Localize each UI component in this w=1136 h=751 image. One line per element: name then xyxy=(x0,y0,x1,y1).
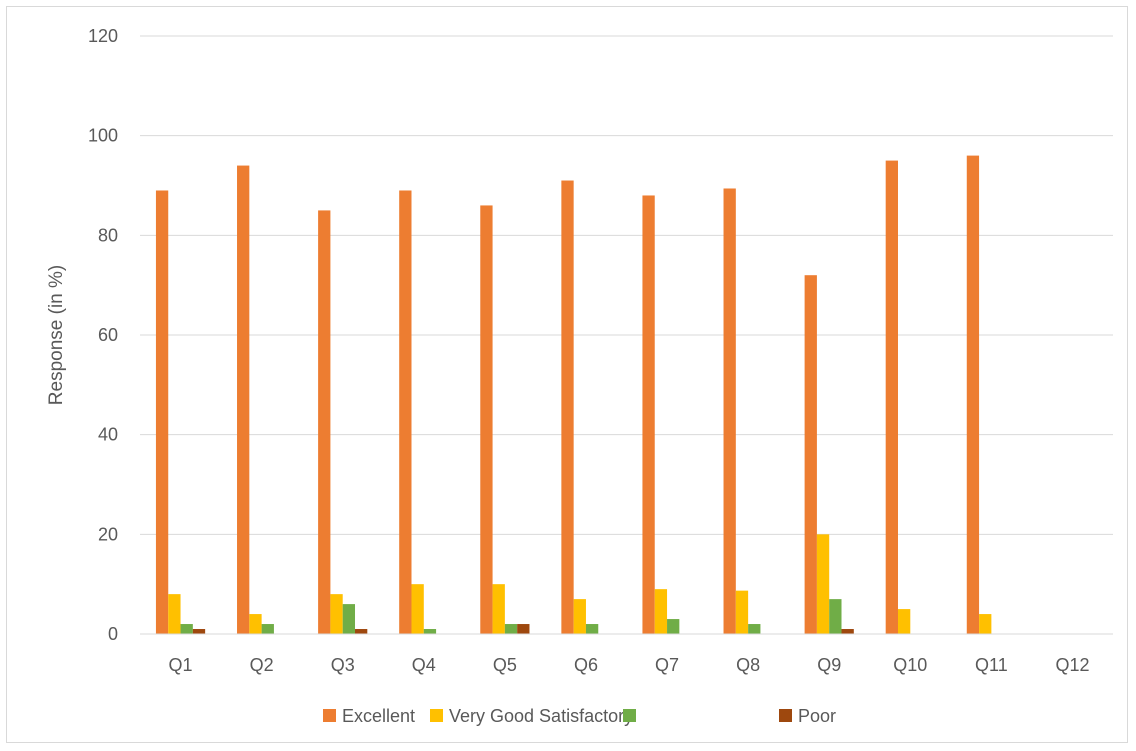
x-tick-label: Q10 xyxy=(893,655,927,675)
y-tick-label: 60 xyxy=(98,325,118,345)
x-tick-label: Q12 xyxy=(1055,655,1089,675)
bar xyxy=(805,275,817,634)
bar xyxy=(886,161,898,634)
bar xyxy=(355,629,367,634)
x-tick-label: Q3 xyxy=(331,655,355,675)
x-tick-label: Q4 xyxy=(412,655,436,675)
y-tick-label: 40 xyxy=(98,425,118,445)
bar xyxy=(517,624,529,634)
x-tick-label: Q2 xyxy=(250,655,274,675)
x-tick-label: Q8 xyxy=(736,655,760,675)
bar xyxy=(655,589,667,634)
bar xyxy=(574,599,586,634)
bar xyxy=(642,195,654,634)
y-axis-ticks: 0 20 40 60 80 100 120 xyxy=(88,26,118,644)
bar xyxy=(586,624,598,634)
bar xyxy=(262,624,274,634)
bar xyxy=(829,599,841,634)
bar xyxy=(748,624,760,634)
y-tick-label: 80 xyxy=(98,225,118,245)
bar xyxy=(724,188,736,634)
legend-label: Very Good Satisfactory xyxy=(449,706,633,726)
legend-label: Excellent xyxy=(342,706,415,726)
y-tick-label: 100 xyxy=(88,126,118,146)
bar xyxy=(249,614,261,634)
legend-label: Poor xyxy=(798,706,836,726)
y-tick-label: 0 xyxy=(108,624,118,644)
bar xyxy=(181,624,193,634)
x-tick-label: Q6 xyxy=(574,655,598,675)
x-axis-ticks: Q1 Q2 Q3 Q4 Q5 Q6 Q7 Q8 Q9 Q10 Q11 Q12 xyxy=(169,655,1090,675)
bars xyxy=(156,156,991,634)
bar xyxy=(193,629,205,634)
x-tick-label: Q9 xyxy=(817,655,841,675)
bar xyxy=(493,584,505,634)
bar xyxy=(424,629,436,634)
bar xyxy=(736,591,748,634)
bar xyxy=(237,166,249,634)
bar xyxy=(967,156,979,634)
bar xyxy=(168,594,180,634)
bar xyxy=(330,594,342,634)
bar xyxy=(156,190,168,634)
x-tick-label: Q7 xyxy=(655,655,679,675)
y-tick-label: 20 xyxy=(98,524,118,544)
bar xyxy=(399,190,411,634)
legend: Excellent Very Good Satisfactory Poor xyxy=(323,706,836,726)
x-tick-label: Q5 xyxy=(493,655,517,675)
legend-swatch xyxy=(323,709,336,722)
y-tick-label: 120 xyxy=(88,26,118,46)
bar xyxy=(343,604,355,634)
legend-swatch xyxy=(623,709,636,722)
legend-swatch xyxy=(430,709,443,722)
bar xyxy=(411,584,423,634)
legend-swatch xyxy=(779,709,792,722)
bar xyxy=(480,205,492,634)
bar xyxy=(667,619,679,634)
bar xyxy=(842,629,854,634)
y-axis-title: Response (in %) xyxy=(46,265,67,405)
bar xyxy=(898,609,910,634)
bar xyxy=(979,614,991,634)
bar xyxy=(318,210,330,634)
bar xyxy=(505,624,517,634)
x-tick-label: Q1 xyxy=(169,655,193,675)
bar xyxy=(561,181,573,634)
x-tick-label: Q11 xyxy=(975,655,1008,675)
bar xyxy=(817,534,829,634)
